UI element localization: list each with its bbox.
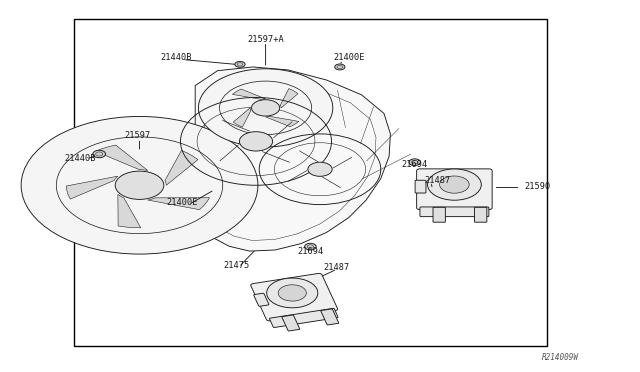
Text: 21590: 21590 xyxy=(525,182,551,191)
Circle shape xyxy=(409,159,420,166)
Circle shape xyxy=(198,69,333,147)
FancyBboxPatch shape xyxy=(420,207,489,217)
Circle shape xyxy=(235,61,245,67)
Polygon shape xyxy=(232,89,266,99)
Text: 21487: 21487 xyxy=(323,263,349,272)
Text: R214009W: R214009W xyxy=(541,353,579,362)
Text: 21440B: 21440B xyxy=(64,154,96,163)
Polygon shape xyxy=(233,108,251,127)
Polygon shape xyxy=(67,176,118,199)
FancyBboxPatch shape xyxy=(415,180,426,193)
Circle shape xyxy=(278,285,307,301)
Text: 21694: 21694 xyxy=(401,160,428,169)
FancyBboxPatch shape xyxy=(433,207,445,222)
FancyBboxPatch shape xyxy=(253,293,269,306)
Text: 21400E: 21400E xyxy=(333,53,365,62)
Circle shape xyxy=(440,176,469,193)
Polygon shape xyxy=(165,150,198,185)
Text: 21597+A: 21597+A xyxy=(247,35,284,44)
FancyBboxPatch shape xyxy=(282,315,300,331)
FancyBboxPatch shape xyxy=(474,207,487,222)
Circle shape xyxy=(21,116,258,254)
Text: 21597: 21597 xyxy=(124,131,151,140)
Bar xyxy=(74,19,547,346)
Circle shape xyxy=(115,171,164,199)
Circle shape xyxy=(308,162,332,176)
FancyBboxPatch shape xyxy=(321,309,339,325)
Text: 21400E: 21400E xyxy=(166,198,198,207)
Polygon shape xyxy=(266,116,299,127)
Text: 21440B: 21440B xyxy=(160,53,192,62)
Circle shape xyxy=(267,278,318,308)
FancyBboxPatch shape xyxy=(269,308,338,327)
Circle shape xyxy=(305,243,316,250)
Polygon shape xyxy=(118,195,141,228)
Circle shape xyxy=(428,169,481,200)
Text: 21475: 21475 xyxy=(223,262,250,270)
Circle shape xyxy=(239,132,273,151)
Polygon shape xyxy=(148,198,209,210)
Circle shape xyxy=(252,100,280,116)
Text: 21487: 21487 xyxy=(424,176,451,185)
Circle shape xyxy=(335,64,345,70)
Polygon shape xyxy=(95,145,148,170)
FancyBboxPatch shape xyxy=(251,273,338,321)
FancyBboxPatch shape xyxy=(417,169,492,209)
Polygon shape xyxy=(186,67,390,251)
Text: 21694: 21694 xyxy=(297,247,324,256)
Circle shape xyxy=(93,150,106,158)
Polygon shape xyxy=(280,89,298,108)
